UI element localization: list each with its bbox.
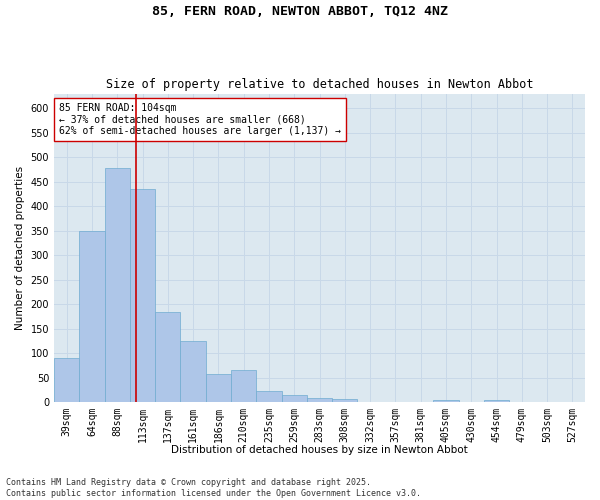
Title: Size of property relative to detached houses in Newton Abbot: Size of property relative to detached ho… bbox=[106, 78, 533, 91]
Bar bbox=[332, 398, 358, 402]
Bar bbox=[281, 396, 307, 402]
Bar bbox=[484, 400, 509, 402]
Y-axis label: Number of detached properties: Number of detached properties bbox=[15, 166, 25, 330]
Bar bbox=[433, 400, 458, 402]
Bar bbox=[206, 374, 231, 402]
Text: 85, FERN ROAD, NEWTON ABBOT, TQ12 4NZ: 85, FERN ROAD, NEWTON ABBOT, TQ12 4NZ bbox=[152, 5, 448, 18]
Bar bbox=[79, 230, 104, 402]
Text: Contains HM Land Registry data © Crown copyright and database right 2025.
Contai: Contains HM Land Registry data © Crown c… bbox=[6, 478, 421, 498]
Bar bbox=[104, 168, 130, 402]
Bar bbox=[231, 370, 256, 402]
X-axis label: Distribution of detached houses by size in Newton Abbot: Distribution of detached houses by size … bbox=[171, 445, 468, 455]
Bar bbox=[130, 189, 155, 402]
Text: 85 FERN ROAD: 104sqm
← 37% of detached houses are smaller (668)
62% of semi-deta: 85 FERN ROAD: 104sqm ← 37% of detached h… bbox=[59, 103, 341, 136]
Bar bbox=[54, 358, 79, 402]
Bar bbox=[256, 392, 281, 402]
Bar bbox=[181, 341, 206, 402]
Bar bbox=[307, 398, 332, 402]
Bar bbox=[155, 312, 181, 402]
